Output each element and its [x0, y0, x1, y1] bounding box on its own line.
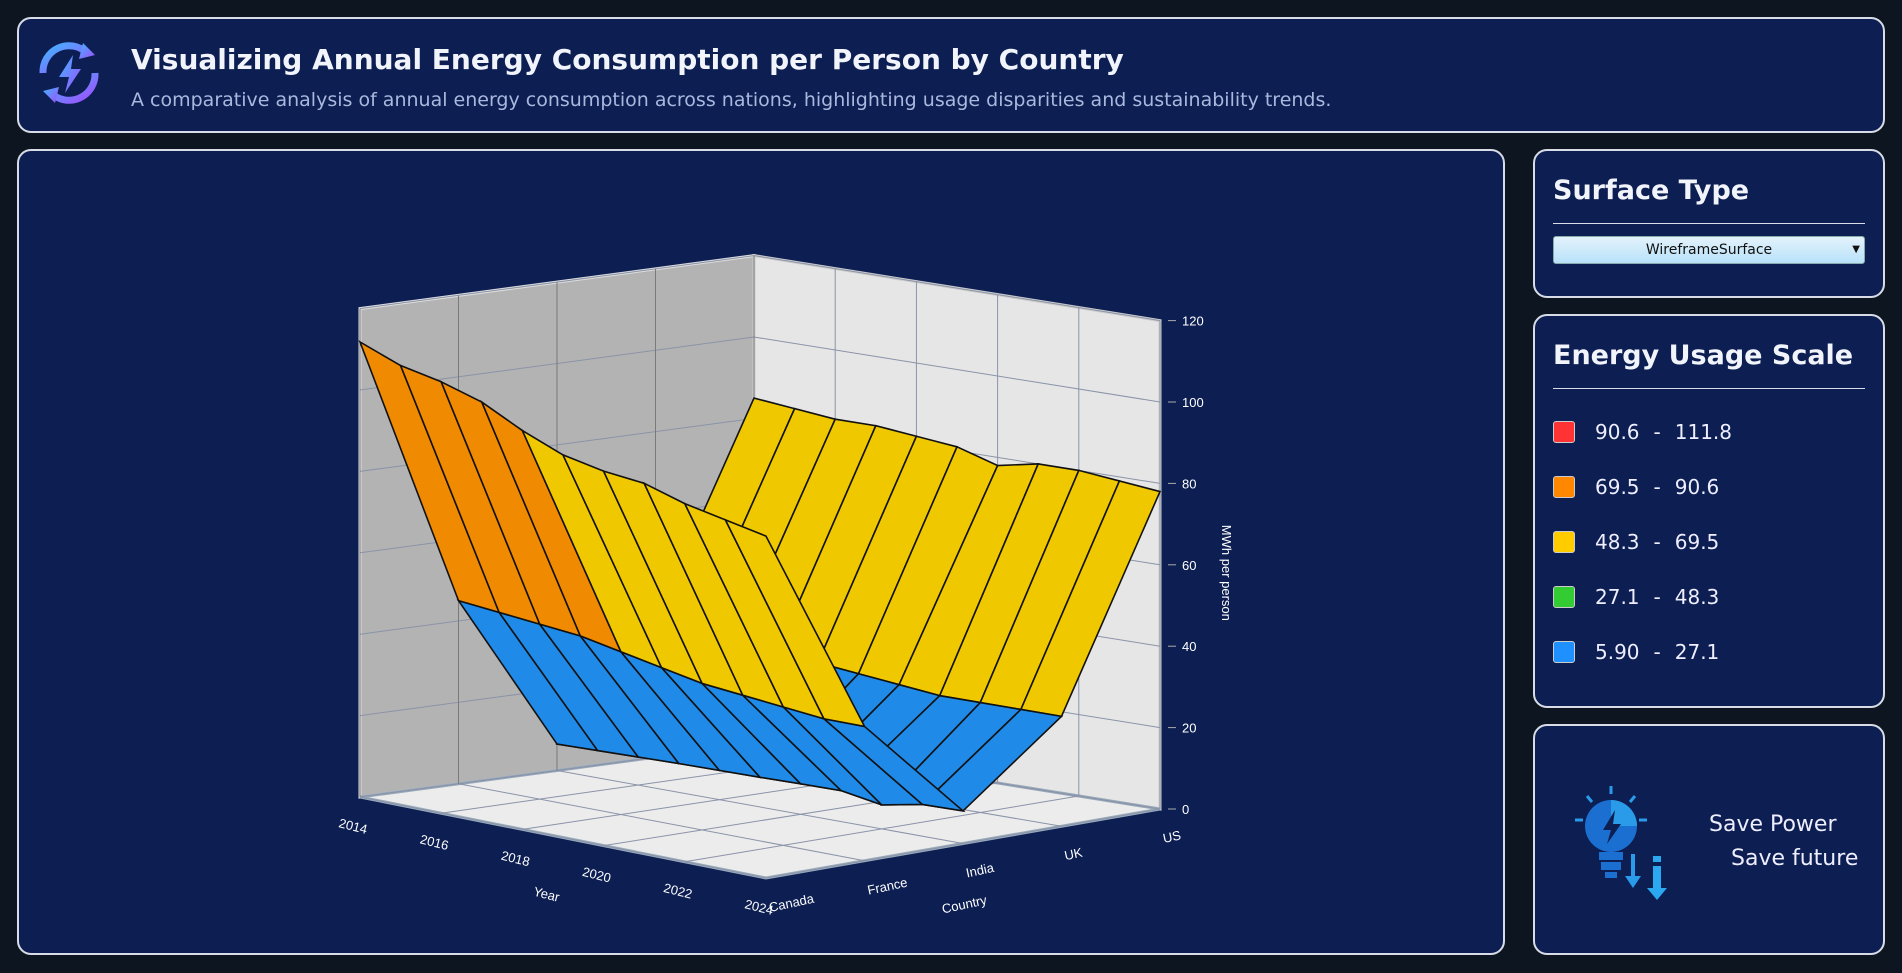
year-tick-label: 2024 — [743, 896, 775, 918]
country-tick-label: Canada — [768, 891, 816, 915]
country-gridline — [458, 783, 865, 862]
year-tick-label: 2018 — [500, 848, 532, 870]
z-axis-title: MWh per person — [1219, 525, 1234, 621]
year-tick-label: 2022 — [662, 880, 694, 902]
legend-range-end: 90.6 — [1674, 475, 1720, 499]
country-tick-label: India — [965, 860, 996, 881]
legend-item: 5.90-27.1 — [1553, 640, 1719, 664]
legend-swatch — [1553, 586, 1575, 608]
legend-dash: - — [1653, 640, 1661, 664]
legend-dash: - — [1653, 530, 1661, 554]
year-axis-title: Year — [532, 884, 562, 905]
z-tick-label: 0 — [1182, 802, 1189, 817]
legend-dash: - — [1653, 475, 1661, 499]
surface-type-value: WireframeSurface — [1645, 242, 1773, 258]
country-gridline — [359, 796, 767, 879]
legend-range: 69.5 — [1595, 475, 1640, 499]
legend-panel: Energy Usage Scale 90.6-111.8 69.5-90.6 48… — [1533, 314, 1885, 708]
divider — [1553, 388, 1865, 389]
legend-range-end: 27.1 — [1674, 640, 1720, 664]
country-gridline — [556, 770, 964, 844]
legend-item: 90.6-111.8 — [1553, 420, 1732, 444]
legend-item: 69.5-90.6 — [1553, 475, 1719, 499]
legend-range: 90.6 — [1595, 420, 1640, 444]
chart-panel: 2014 2016 2018 2020 2022 2024 Canada France Indi… — [17, 149, 1505, 955]
year-tick-label: 2016 — [418, 832, 450, 854]
header: Visualizing Annual Energy Consumption pe… — [17, 17, 1885, 133]
legend-range-end: 48.3 — [1674, 585, 1720, 609]
country-tick-label: France — [866, 875, 909, 898]
legend-item: 27.1-48.3 — [1553, 585, 1719, 609]
country-tick-label: US — [1162, 827, 1183, 845]
divider — [1553, 223, 1865, 224]
country-tick-label: UK — [1063, 845, 1084, 863]
z-tick-label: 20 — [1182, 721, 1196, 736]
legend-dash: - — [1653, 420, 1661, 444]
save-future-text: Save future — [1731, 846, 1859, 871]
page-subtitle: A comparative analysis of annual energy … — [131, 89, 1332, 111]
legend-item: 48.3-69.5 — [1553, 530, 1719, 554]
legend-range-end: 111.8 — [1674, 420, 1733, 444]
legend-range: 5.90 — [1595, 640, 1640, 664]
surface-type-title: Surface Type — [1553, 175, 1750, 206]
lightbulb-icon — [1575, 786, 1667, 900]
z-tick-label: 100 — [1182, 395, 1204, 410]
legend-title: Energy Usage Scale — [1553, 340, 1854, 371]
legend-swatch — [1553, 421, 1575, 443]
surface-type-panel: Surface Type WireframeSurface ▼ — [1533, 149, 1885, 298]
surface-type-dropdown[interactable]: WireframeSurface ▼ — [1553, 236, 1865, 264]
legend-swatch — [1553, 641, 1575, 663]
legend-range-end: 69.5 — [1674, 530, 1720, 554]
z-tick-label: 60 — [1182, 558, 1196, 573]
surface-cell — [723, 518, 866, 728]
z-tick-label: 120 — [1182, 314, 1204, 329]
legend-dash: - — [1653, 585, 1661, 609]
save-power-text: Save Power — [1709, 812, 1837, 837]
country-axis-title: Country — [941, 892, 989, 916]
legend-swatch — [1553, 476, 1575, 498]
save-power-panel: Save Power Save future — [1533, 724, 1885, 955]
year-tick-label: 2014 — [337, 815, 369, 837]
z-tick-label: 40 — [1182, 639, 1196, 654]
legend-range: 27.1 — [1595, 585, 1640, 609]
legend-swatch — [1553, 531, 1575, 553]
energy-cycle-icon — [39, 42, 99, 104]
z-tick-label: 80 — [1182, 476, 1196, 491]
chevron-down-icon: ▼ — [1852, 244, 1860, 255]
page-title: Visualizing Annual Energy Consumption pe… — [131, 43, 1124, 76]
legend-range: 48.3 — [1595, 530, 1640, 554]
year-tick-label: 2020 — [581, 864, 613, 886]
